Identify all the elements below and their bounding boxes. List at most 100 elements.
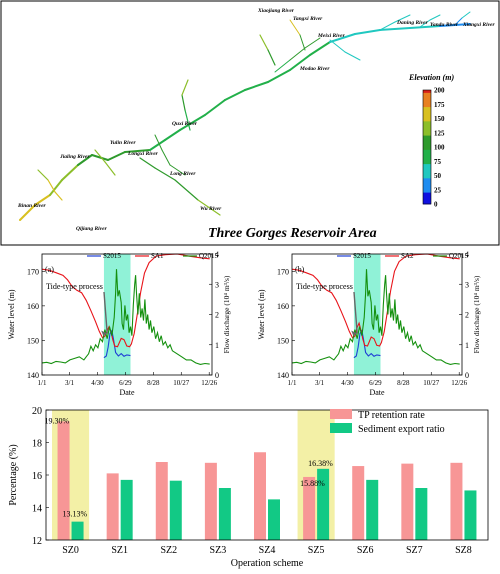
colorbar-segment	[423, 152, 431, 156]
river-segment	[139, 157, 156, 169]
y-axis-label: Water level (m)	[257, 289, 266, 339]
river-segment	[164, 129, 181, 141]
y2-tick-label: 2	[215, 311, 219, 320]
y-tick-label: 12	[32, 536, 42, 547]
y2-tick-label: 3	[215, 280, 219, 289]
bar	[204, 462, 217, 540]
colorbar-tick-label: 50	[434, 172, 442, 180]
highlight-region	[103, 254, 131, 375]
x-axis-label: Date	[119, 388, 135, 396]
bar	[450, 462, 463, 540]
colorbar-tick-label: 125	[434, 129, 445, 137]
colorbar-segment	[423, 201, 431, 205]
retention-bar-chart: 12 14 16 18 20 SZ0 SZ1 SZ2 SZ3 SZ4 SZ5 SZ6 SZ7 SZ8 Ope…	[8, 406, 489, 569]
colorbar-segment	[423, 175, 431, 179]
bar	[464, 490, 477, 540]
river-segment	[329, 39, 346, 53]
legend-label: S2015	[353, 252, 371, 260]
plot-frame	[45, 409, 489, 541]
colorbar-tick-label: 75	[434, 158, 442, 166]
bar	[366, 479, 379, 540]
river-segment	[244, 81, 269, 91]
river-segment	[61, 164, 79, 181]
x-tick-label: SZ1	[111, 545, 128, 556]
river-segment	[267, 49, 276, 66]
river-segment	[124, 149, 151, 153]
river-segment	[289, 19, 301, 36]
x-tick-label: 12/26	[201, 379, 217, 387]
data-label: 15.88%	[300, 479, 325, 488]
bar	[169, 480, 182, 540]
river-segment	[379, 21, 396, 31]
series-line	[291, 269, 460, 365]
y-tick-label: 18	[32, 439, 42, 450]
colorbar-segment	[423, 101, 431, 105]
y2-tick-label: 3	[465, 280, 469, 289]
map-frame	[0, 0, 500, 246]
bar	[155, 462, 168, 540]
annotation-arrowhead	[351, 330, 358, 336]
colorbar-segment	[423, 178, 431, 182]
river-segment	[169, 164, 186, 176]
series-line	[41, 269, 210, 365]
river-segment	[149, 139, 166, 151]
river-segment	[184, 109, 191, 131]
y2-tick-label: 4	[215, 250, 219, 259]
colorbar-segment	[423, 189, 431, 193]
legend-label: SA2	[401, 252, 414, 260]
colorbar-segment	[423, 164, 431, 168]
river-label: Xiangxi River	[462, 22, 495, 28]
panel-label: (a)	[45, 265, 54, 274]
data-label: 16.38%	[308, 459, 333, 468]
colorbar-segment	[423, 172, 431, 176]
annotation-text: Tide-type process	[296, 282, 353, 291]
y-tick-label: 160	[27, 302, 39, 311]
colorbar-segment	[423, 181, 431, 185]
y2-tick-label: 0	[465, 371, 469, 380]
series-line	[353, 329, 381, 359]
colorbar-segment	[423, 149, 431, 154]
river-label: Binan River	[17, 203, 47, 209]
x-tick-label: 10/27	[423, 379, 439, 387]
x-tick-label: 4/30	[341, 379, 354, 387]
series-line	[41, 253, 210, 348]
x-tick-label: SZ7	[406, 545, 423, 556]
series-line	[291, 253, 460, 347]
river-segment	[174, 179, 199, 201]
colorbar-segment	[423, 132, 431, 136]
river-segment	[104, 161, 116, 176]
legend-swatch	[330, 409, 352, 419]
river-segment	[309, 41, 331, 56]
river-label: Quxi River	[172, 121, 198, 127]
river-segment	[289, 54, 311, 71]
x-axis-label: Date	[369, 388, 385, 396]
panel-label: (b)	[295, 265, 305, 274]
x-tick-label: SZ4	[259, 545, 276, 556]
colorbar-segment	[423, 121, 431, 125]
x-tick-label: SZ2	[160, 545, 177, 556]
bar	[57, 421, 70, 540]
y-tick-label: 170	[277, 267, 289, 276]
highlight-region	[353, 254, 381, 375]
river-segment	[37, 169, 49, 181]
river-segment	[379, 27, 411, 31]
y2-tick-label: 1	[465, 341, 469, 350]
bar	[317, 468, 330, 540]
y2-axis-label: Flow discharge (10⁴ m³/s)	[222, 275, 231, 353]
colorbar-tick-label: 150	[434, 115, 445, 123]
y-tick-label: 20	[32, 406, 42, 417]
legend-label: S2015	[103, 252, 121, 260]
bar	[401, 463, 414, 540]
river-label: Xiaojiang River	[257, 8, 295, 14]
colorbar-segment	[423, 95, 431, 99]
river-segment	[107, 151, 126, 161]
river-label: Daning River	[396, 20, 429, 26]
river-label: Wu River	[200, 206, 222, 212]
colorbar-segment	[423, 107, 431, 111]
bar	[120, 479, 133, 540]
river-segment	[49, 179, 63, 196]
river-segment	[224, 89, 246, 101]
y2-tick-label: 0	[215, 371, 219, 380]
reservoir-map: Three Gorges Reservoir Area Xiaojiang Ri…	[0, 0, 500, 246]
